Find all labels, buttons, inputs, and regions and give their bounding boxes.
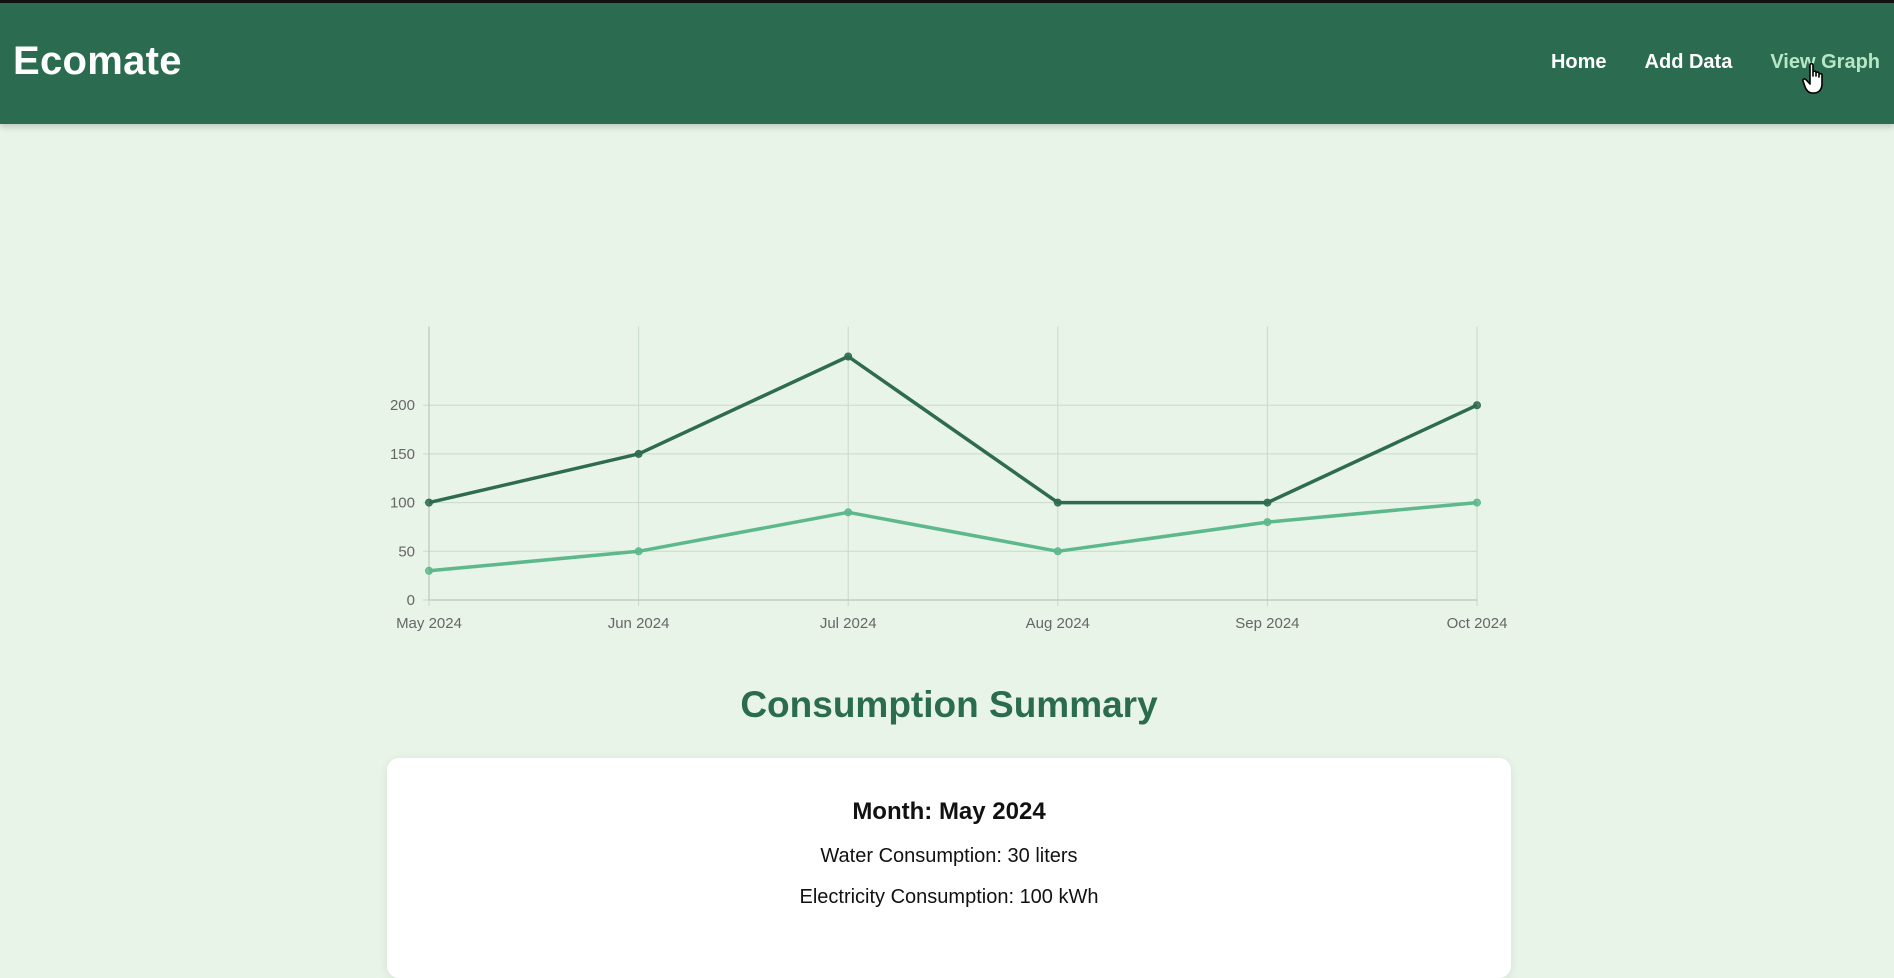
series-1-point[interactable] [1053, 498, 1062, 507]
series-1-point[interactable] [1263, 498, 1272, 507]
nav-home-link[interactable]: Home [1550, 51, 1607, 73]
summary-card: Month: May 2024 Water Consumption: 30 li… [387, 758, 1511, 978]
series-2-point[interactable] [634, 547, 643, 556]
nav-view-graph-link[interactable]: View Graph [1770, 51, 1880, 73]
series-2-point[interactable] [844, 508, 853, 517]
water-consumption-text: Water Consumption: 30 liters [820, 845, 1078, 867]
series-2-point[interactable] [1053, 547, 1062, 556]
series-1-point[interactable] [1473, 401, 1481, 410]
series-2-point[interactable] [1473, 498, 1481, 507]
y-tick-label: 0 [407, 592, 415, 609]
series-2-point[interactable] [425, 566, 433, 575]
x-tick-label: Aug 2024 [1026, 615, 1090, 632]
x-tick-label: Jul 2024 [820, 615, 877, 632]
y-tick-label: 200 [390, 397, 415, 414]
series-1-point[interactable] [425, 498, 433, 507]
series-2-point[interactable] [1263, 518, 1272, 527]
top-nav-bar: Ecomate Home Add Data View Graph [0, 0, 1894, 124]
y-tick-label: 50 [398, 543, 415, 560]
electricity-consumption-text: Electricity Consumption: 100 kWh [799, 886, 1099, 908]
series-1-line [428, 354, 1478, 505]
summary-title: Consumption Summary [740, 684, 1158, 725]
y-tick-label: 100 [390, 495, 415, 512]
consumption-line-chart: May 2024 Jun 2024 Jul 2024 Aug 2024 Sep 2024… [390, 326, 1508, 632]
y-tick-label: 150 [390, 446, 415, 463]
brand-logo-text[interactable]: Ecomate [13, 39, 182, 83]
x-tick-label: Jun 2024 [608, 615, 670, 632]
x-tick-label: Oct 2024 [1447, 615, 1508, 632]
series-1-point[interactable] [844, 352, 853, 361]
hand-cursor-icon [1802, 62, 1823, 94]
series-1-point[interactable] [634, 449, 643, 458]
x-tick-label: Sep 2024 [1235, 615, 1299, 632]
nav-add-data-link[interactable]: Add Data [1644, 51, 1733, 73]
x-tick-label: May 2024 [396, 615, 462, 632]
series-2-line [428, 500, 1478, 573]
summary-month: Month: May 2024 [852, 798, 1046, 825]
main-nav: Home Add Data View Graph [1551, 51, 1880, 74]
